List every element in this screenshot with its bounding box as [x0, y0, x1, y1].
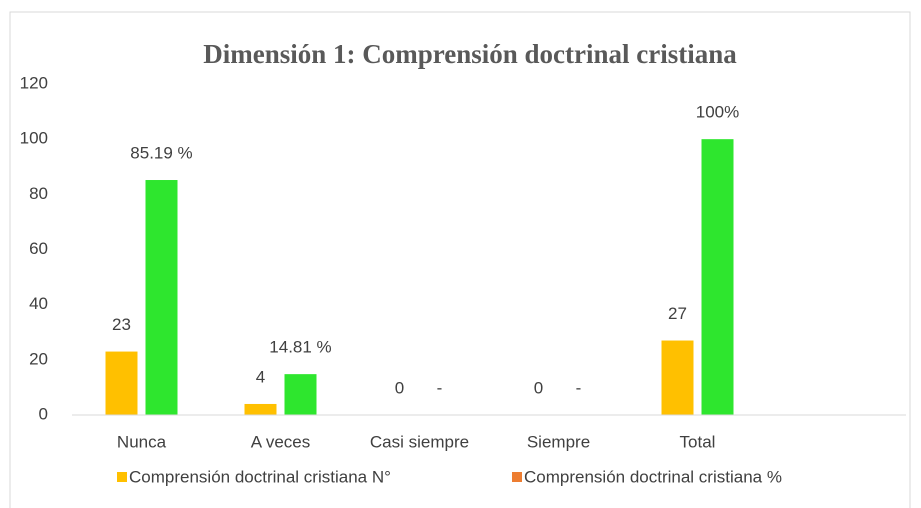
y-tick-label: 120 [20, 73, 48, 92]
bar [284, 374, 317, 415]
bar [661, 340, 694, 415]
legend-label: Comprensión doctrinal cristiana N° [129, 467, 391, 486]
data-label: 85.19 % [130, 144, 192, 163]
x-tick-label: Nunca [117, 432, 167, 451]
x-tick-label: Siempre [527, 432, 590, 451]
y-tick-label: 40 [29, 294, 48, 313]
legend-label: Comprensión doctrinal cristiana % [524, 467, 782, 486]
data-label: 4 [256, 367, 265, 386]
legend-swatch [117, 472, 127, 482]
x-tick-label: Casi siempre [370, 432, 469, 451]
y-tick-label: 0 [39, 404, 48, 423]
data-label: 0 [395, 378, 404, 397]
legend-swatch [512, 472, 522, 482]
y-tick-label: 100 [20, 129, 48, 148]
data-label: 0 [534, 378, 543, 397]
bar [145, 180, 178, 415]
y-tick-label: 60 [29, 239, 48, 258]
y-tick-label: 80 [29, 184, 48, 203]
data-label: 23 [112, 315, 131, 334]
data-label: - [576, 378, 582, 397]
data-label: 27 [668, 304, 687, 323]
x-tick-label: Total [680, 432, 716, 451]
data-label: 14.81 % [269, 338, 331, 357]
bar [701, 139, 734, 415]
data-label: 100% [696, 103, 739, 122]
bar [244, 403, 277, 415]
data-label: - [437, 378, 443, 397]
y-tick-label: 20 [29, 349, 48, 368]
chart-title: Dimensión 1: Comprensión doctrinal crist… [203, 39, 737, 69]
bar [105, 351, 138, 415]
x-tick-label: A veces [251, 432, 311, 451]
